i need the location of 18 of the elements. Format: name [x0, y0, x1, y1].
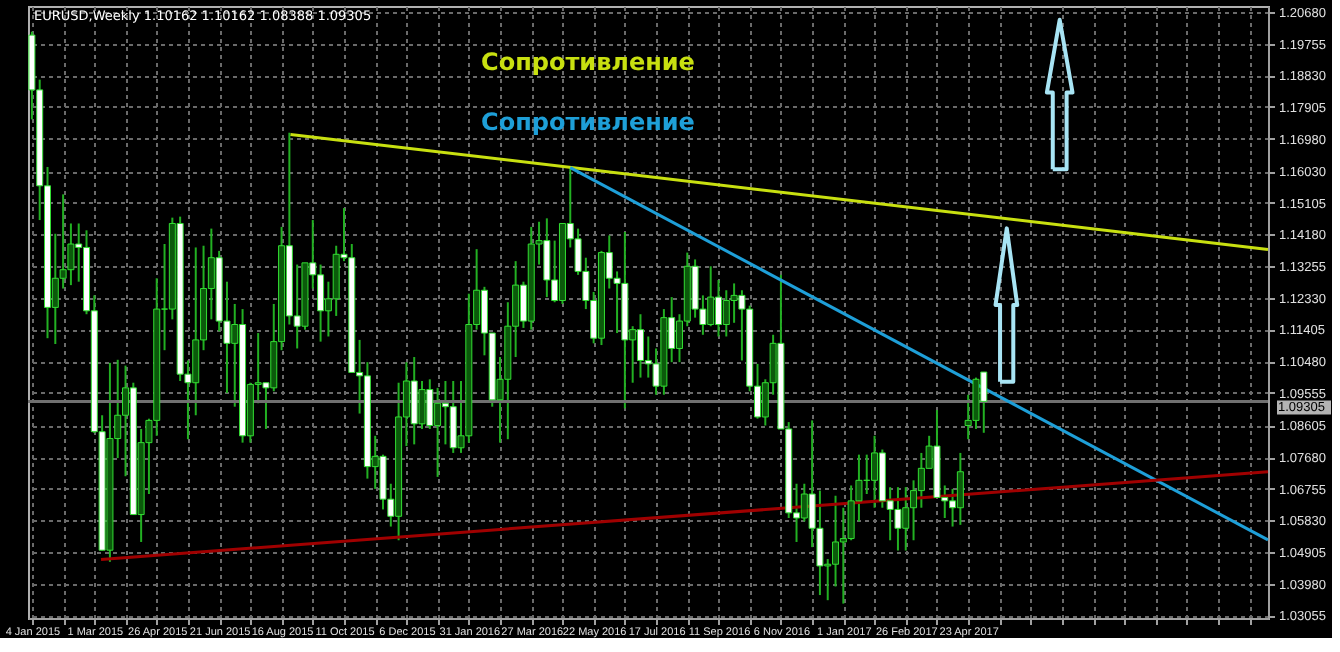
candlestick: [441, 380, 449, 446]
candlestick: [894, 486, 902, 552]
candlestick: [426, 378, 434, 430]
candlestick: [902, 486, 910, 552]
candlestick: [434, 386, 442, 478]
annotation: Сопротивление: [481, 48, 695, 76]
candlestick: [956, 451, 964, 526]
candlestick: [543, 217, 551, 299]
annotation: Сопротивление: [481, 108, 695, 136]
candlestick: [871, 434, 879, 509]
candlestick: [722, 289, 730, 338]
candlestick: [707, 265, 715, 328]
candlestick: [980, 371, 988, 434]
candlestick: [418, 380, 426, 430]
candlestick: [715, 278, 722, 338]
candlestick: [410, 356, 418, 446]
candlestick: [449, 380, 457, 454]
candlestick: [636, 313, 644, 379]
